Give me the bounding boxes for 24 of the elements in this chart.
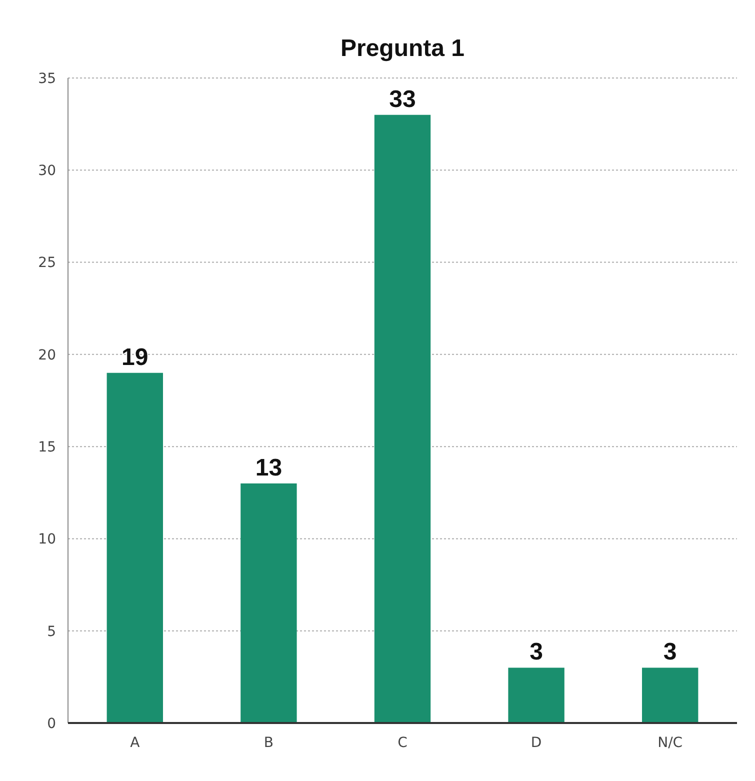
bar — [508, 668, 564, 723]
data-label: 3 — [663, 638, 677, 666]
bar — [240, 483, 297, 723]
data-label: 19 — [122, 344, 148, 371]
x-tick-label: B — [264, 735, 274, 751]
y-tick-label: 25 — [38, 255, 56, 272]
data-label: 3 — [530, 638, 543, 666]
data-label: 33 — [389, 86, 416, 113]
y-tick-label: 5 — [47, 624, 56, 640]
y-tick-label: 0 — [47, 716, 56, 732]
bar — [374, 114, 431, 723]
bar — [106, 372, 163, 723]
x-tick-label: N/C — [658, 735, 683, 751]
y-tick-label: 35 — [38, 70, 56, 87]
x-tick-label: D — [530, 735, 542, 751]
y-tick-label: 15 — [38, 439, 56, 456]
y-tick-label: 10 — [38, 532, 56, 548]
bar — [642, 668, 698, 723]
x-tick-label: C — [398, 735, 408, 751]
chart-title: Pregunta 1 — [340, 35, 465, 62]
y-tick-label: 30 — [38, 163, 56, 180]
y-tick-label: 20 — [38, 347, 56, 364]
x-tick-label: A — [130, 735, 140, 751]
data-label: 13 — [255, 454, 282, 482]
